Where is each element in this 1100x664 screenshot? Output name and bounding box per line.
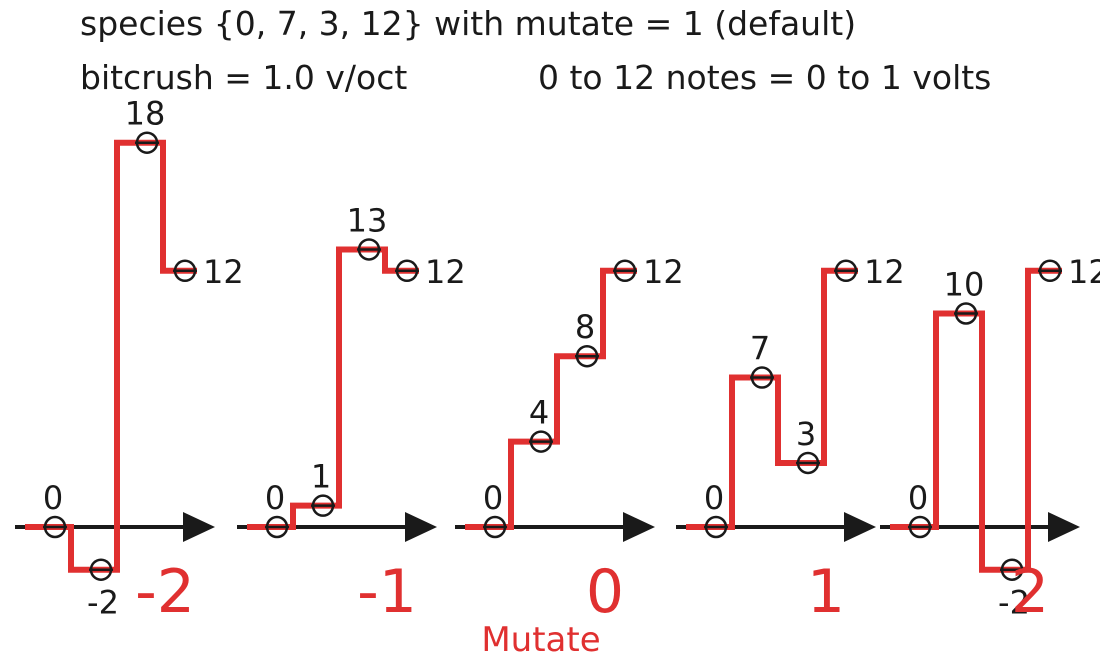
value-label: 1 — [311, 458, 331, 496]
value-label: 0 — [43, 479, 63, 517]
header-bitcrush: bitcrush = 1.0 v/oct — [80, 58, 408, 97]
value-label: 12 — [203, 253, 244, 291]
mutate-value-label: 0 — [586, 557, 624, 627]
value-label: 0 — [704, 479, 724, 517]
value-label: 0 — [265, 479, 285, 517]
value-label: 7 — [750, 330, 770, 368]
value-label: 12 — [864, 253, 905, 291]
value-label: -2 — [87, 584, 119, 622]
value-label: 13 — [347, 201, 388, 239]
axis-arrow-icon — [1048, 512, 1080, 542]
value-label: 4 — [529, 394, 549, 432]
mutate-value-label: -1 — [357, 557, 417, 627]
axis-arrow-icon — [183, 512, 215, 542]
value-label: 0 — [483, 479, 503, 517]
step-line — [465, 267, 637, 530]
step-line — [247, 246, 419, 530]
x-axis-label: Mutate — [481, 620, 600, 660]
header-species-line: species {0, 7, 3, 12} with mutate = 1 (d… — [80, 4, 857, 43]
axis-arrow-icon — [844, 512, 876, 542]
value-label: 8 — [575, 308, 595, 346]
step-line — [890, 267, 1062, 573]
value-label: -2 — [998, 584, 1030, 622]
value-label: 3 — [796, 415, 816, 453]
value-label: 0 — [908, 479, 928, 517]
step-line — [25, 139, 197, 573]
header-scale: 0 to 12 notes = 0 to 1 volts — [538, 58, 992, 97]
axis-arrow-icon — [623, 512, 655, 542]
mutate-value-label: 1 — [807, 557, 845, 627]
mutate-value-label: 2 — [1011, 557, 1049, 627]
value-label: 18 — [125, 95, 166, 133]
step-line — [686, 267, 858, 530]
axis-arrow-icon — [405, 512, 437, 542]
value-label: 10 — [944, 266, 985, 304]
value-label: 12 — [643, 253, 684, 291]
mutate-value-label: -2 — [135, 557, 195, 627]
value-label: 12 — [1068, 253, 1100, 291]
value-label: 12 — [425, 253, 466, 291]
